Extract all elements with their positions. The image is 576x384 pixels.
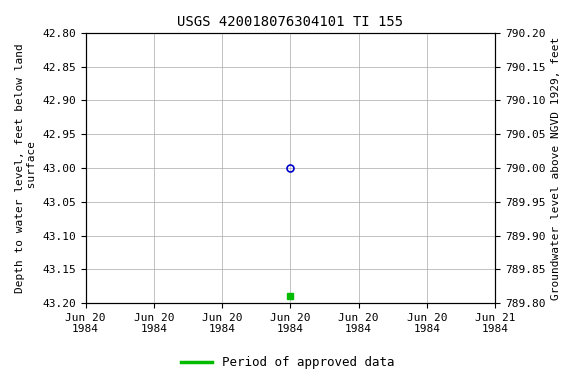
Legend: Period of approved data: Period of approved data bbox=[176, 351, 400, 374]
Y-axis label: Depth to water level, feet below land
 surface: Depth to water level, feet below land su… bbox=[15, 43, 37, 293]
Y-axis label: Groundwater level above NGVD 1929, feet: Groundwater level above NGVD 1929, feet bbox=[551, 36, 561, 300]
Title: USGS 420018076304101 TI 155: USGS 420018076304101 TI 155 bbox=[177, 15, 403, 29]
